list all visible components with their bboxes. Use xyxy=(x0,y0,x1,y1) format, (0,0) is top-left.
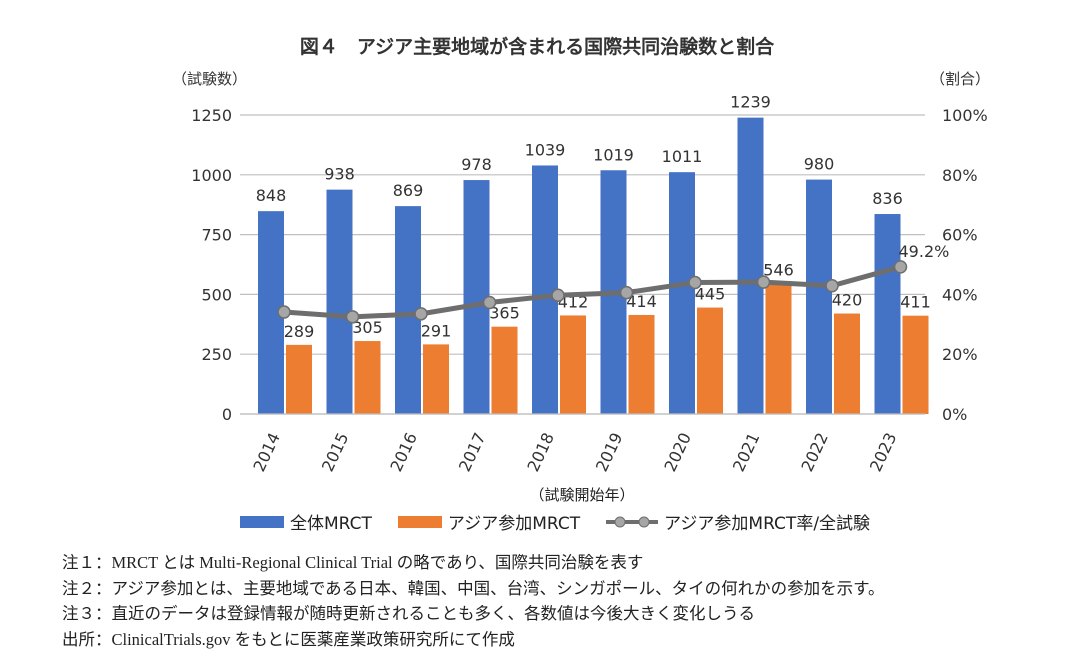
note-3: 注３：直近のデータは登録情報が随時更新されることも多く、各数値は今後大きく変化し… xyxy=(62,604,755,623)
y-axis-label: （試験数） xyxy=(172,70,248,88)
ratio-data-label: 49.2% xyxy=(899,242,950,261)
y2-tick-label: 60% xyxy=(942,226,978,245)
ratio-line xyxy=(283,264,902,320)
bar-asia xyxy=(902,315,929,414)
x-tick-label: 2021 xyxy=(729,430,763,475)
y2-tick-label: 20% xyxy=(942,345,978,364)
x-tick-label: 2023 xyxy=(866,430,900,475)
bar-total xyxy=(532,165,558,414)
ratio-point xyxy=(756,275,771,289)
data-label-asia: 365 xyxy=(489,304,520,323)
chart-title: 図４ アジア主要地域が含まれる国際共同治験数と割合 xyxy=(299,36,775,58)
legend-swatch xyxy=(240,515,284,528)
bar-total xyxy=(737,117,764,415)
ratio-point xyxy=(551,288,565,303)
y2-tick-label: 0% xyxy=(942,405,967,424)
bar-asia xyxy=(765,283,792,414)
data-label-total: 1039 xyxy=(525,140,566,159)
data-label-total: 938 xyxy=(324,165,355,184)
y-tick-label: 1000 xyxy=(191,166,232,185)
data-label-asia: 305 xyxy=(352,318,383,337)
x-tick-label: 2018 xyxy=(523,430,557,475)
data-label-total: 848 xyxy=(256,186,287,205)
ratio-point xyxy=(345,310,360,324)
legend-line-swatch xyxy=(606,516,659,527)
bar-asia xyxy=(354,341,381,414)
data-label-total: 978 xyxy=(461,155,492,174)
data-label-asia: 546 xyxy=(763,260,794,279)
bar-asia xyxy=(834,313,860,414)
bar-asia xyxy=(628,314,655,414)
y2-axis-label: （割合） xyxy=(930,70,991,88)
y2-tick-label: 40% xyxy=(942,285,978,304)
ratio-point xyxy=(414,307,428,321)
notes: 注１：MRCT とは Multi-Regional Clinical Trial… xyxy=(62,550,885,652)
data-label-asia: 420 xyxy=(832,291,863,310)
ratio-point xyxy=(893,260,908,274)
ratio-point xyxy=(482,295,497,310)
legend-swatch xyxy=(397,515,442,528)
bar-asia xyxy=(286,344,312,414)
bar-total xyxy=(874,214,901,414)
bar-total xyxy=(326,189,353,414)
bar-asia xyxy=(423,344,449,414)
y-tick-label: 750 xyxy=(201,226,232,245)
note-2: 注２：アジア参加とは、主要地域である日本、韓国、中国、台湾、シンガポール、タイの… xyxy=(62,578,885,598)
legend-label: アジア参加MRCT xyxy=(447,514,581,534)
legend-label: アジア参加MRCT率/全試験 xyxy=(664,514,871,534)
x-tick-label: 2019 xyxy=(592,430,626,475)
legend: 全体MRCT アジア参加MRCT アジア参加MRCT率/全試験 xyxy=(240,509,870,534)
y2-tick-label: 80% xyxy=(942,166,978,185)
bar-asia xyxy=(491,326,518,414)
bar-total xyxy=(463,180,490,414)
x-tick-label: 2014 xyxy=(249,430,283,475)
data-label-total: 836 xyxy=(872,189,903,208)
data-label-total: 869 xyxy=(393,181,424,200)
note-1: 注１：MRCT とは Multi-Regional Clinical Trial… xyxy=(62,553,644,572)
legend-label: 全体MRCT xyxy=(290,514,372,534)
bar-total xyxy=(806,179,832,414)
bar-total xyxy=(669,172,695,414)
bar-asia xyxy=(697,307,723,414)
data-label-asia: 289 xyxy=(284,322,315,341)
y-tick-label: 1250 xyxy=(191,106,232,125)
data-label-asia: 445 xyxy=(695,285,726,304)
x-tick-label: 2017 xyxy=(455,430,489,475)
legend-item-ratio: アジア参加MRCT率/全試験 xyxy=(606,509,870,534)
x-axis-label: （試験開始年） xyxy=(529,486,635,504)
ratio-point xyxy=(277,305,291,319)
x-tick-label: 2015 xyxy=(318,430,352,475)
data-label-asia: 414 xyxy=(626,292,657,311)
data-label-total: 1011 xyxy=(662,147,703,166)
x-tick-label: 2022 xyxy=(797,430,831,475)
legend-item-asia: アジア参加MRCT xyxy=(397,509,581,534)
bar-asia xyxy=(560,315,586,414)
y-tick-label: 0 xyxy=(222,405,232,424)
y2-tick-label: 100% xyxy=(942,106,988,125)
x-tick-label: 2016 xyxy=(386,430,420,475)
y-tick-label: 250 xyxy=(201,345,232,364)
y-tick-label: 500 xyxy=(201,285,232,304)
ratio-point xyxy=(825,278,839,293)
ratio-point xyxy=(688,275,702,290)
data-label-asia: 411 xyxy=(900,293,931,312)
source-note: 出所：ClinicalTrials.gov をもとに医薬産業政策研究所にて作成 xyxy=(62,629,515,649)
x-tick-label: 2020 xyxy=(660,430,694,475)
data-label-total: 980 xyxy=(804,155,835,174)
data-label-total: 1239 xyxy=(730,93,771,112)
data-label-asia: 291 xyxy=(421,321,452,340)
ratio-point xyxy=(619,285,634,300)
data-label-total: 1019 xyxy=(593,145,634,164)
legend-item-total: 全体MRCT xyxy=(240,509,372,534)
